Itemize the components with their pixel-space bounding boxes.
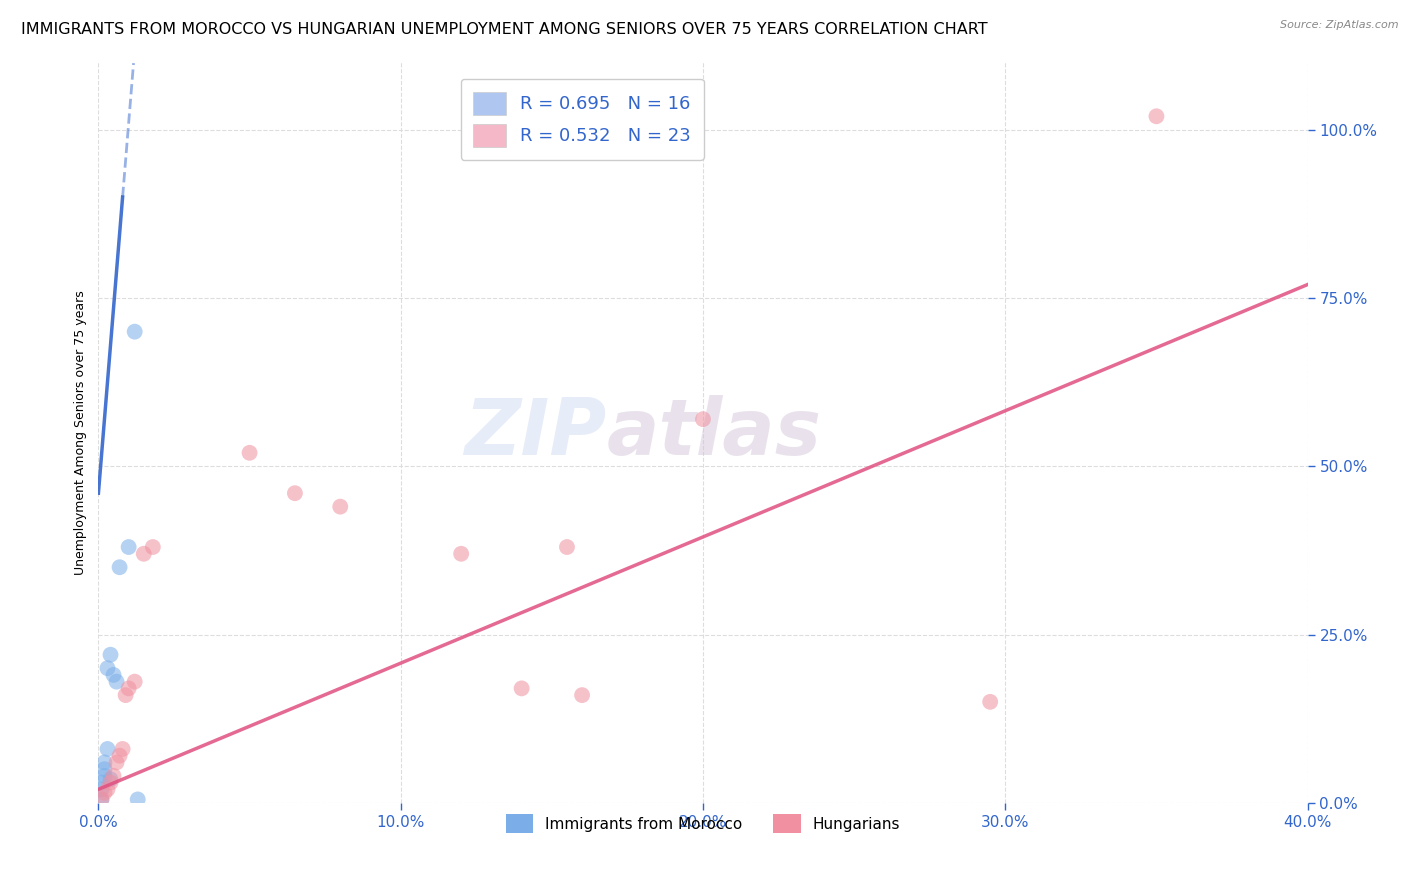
Point [103,769,125,783]
Point [105,756,128,770]
Point [96,742,118,756]
Point [100,775,122,789]
Point [93,769,115,783]
Point [979,695,1001,709]
Legend: Immigrants from Morocco, Hungarians: Immigrants from Morocco, Hungarians [499,808,907,839]
Point [142,540,165,554]
Point [239,446,262,460]
Point [118,540,141,554]
Point [96,661,118,675]
Point [127,792,149,806]
Point [555,540,578,554]
Point [571,688,593,702]
Text: atlas: atlas [606,394,821,471]
Point [93,762,115,776]
Y-axis label: Unemployment Among Seniors over 75 years: Unemployment Among Seniors over 75 years [75,290,87,575]
Point [100,648,122,662]
Point [100,772,122,787]
Point [96,782,118,797]
Point [114,688,136,702]
Point [329,500,352,514]
Point [90,792,112,806]
Point [284,486,307,500]
Point [118,681,141,696]
Point [105,674,128,689]
Point [108,560,131,574]
Point [90,782,112,797]
Text: ZIP: ZIP [464,394,606,471]
Point [93,756,115,770]
Point [132,547,155,561]
Point [510,681,533,696]
Point [450,547,472,561]
Point [90,792,112,806]
Point [1144,109,1167,123]
Point [108,748,131,763]
Point [124,325,146,339]
Point [93,786,115,800]
Point [90,775,112,789]
Point [124,674,146,689]
Point [103,668,125,682]
Point [692,412,714,426]
Text: IMMIGRANTS FROM MOROCCO VS HUNGARIAN UNEMPLOYMENT AMONG SENIORS OVER 75 YEARS CO: IMMIGRANTS FROM MOROCCO VS HUNGARIAN UNE… [21,22,987,37]
Text: Source: ZipAtlas.com: Source: ZipAtlas.com [1281,20,1399,29]
Point [111,742,134,756]
